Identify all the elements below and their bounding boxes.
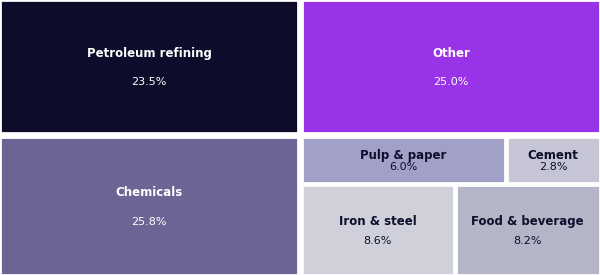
Text: Petroleum refining: Petroleum refining bbox=[86, 47, 211, 60]
Text: 6.0%: 6.0% bbox=[389, 162, 418, 172]
Text: Iron & steel: Iron & steel bbox=[339, 214, 416, 228]
Text: 8.6%: 8.6% bbox=[364, 236, 392, 246]
FancyBboxPatch shape bbox=[0, 137, 298, 275]
Text: Cement: Cement bbox=[528, 149, 579, 162]
Text: Chemicals: Chemicals bbox=[115, 186, 182, 199]
Text: 25.0%: 25.0% bbox=[433, 77, 469, 87]
FancyBboxPatch shape bbox=[506, 137, 600, 183]
FancyBboxPatch shape bbox=[455, 185, 600, 275]
FancyBboxPatch shape bbox=[302, 185, 454, 275]
FancyBboxPatch shape bbox=[302, 0, 600, 133]
Text: 23.5%: 23.5% bbox=[131, 77, 167, 87]
FancyBboxPatch shape bbox=[302, 137, 505, 183]
Text: Food & beverage: Food & beverage bbox=[472, 214, 584, 228]
Text: 2.8%: 2.8% bbox=[539, 162, 568, 172]
Text: 8.2%: 8.2% bbox=[514, 236, 542, 246]
Text: Pulp & paper: Pulp & paper bbox=[360, 149, 446, 162]
Text: Other: Other bbox=[432, 47, 470, 60]
FancyBboxPatch shape bbox=[0, 0, 298, 133]
Text: 25.8%: 25.8% bbox=[131, 217, 167, 227]
